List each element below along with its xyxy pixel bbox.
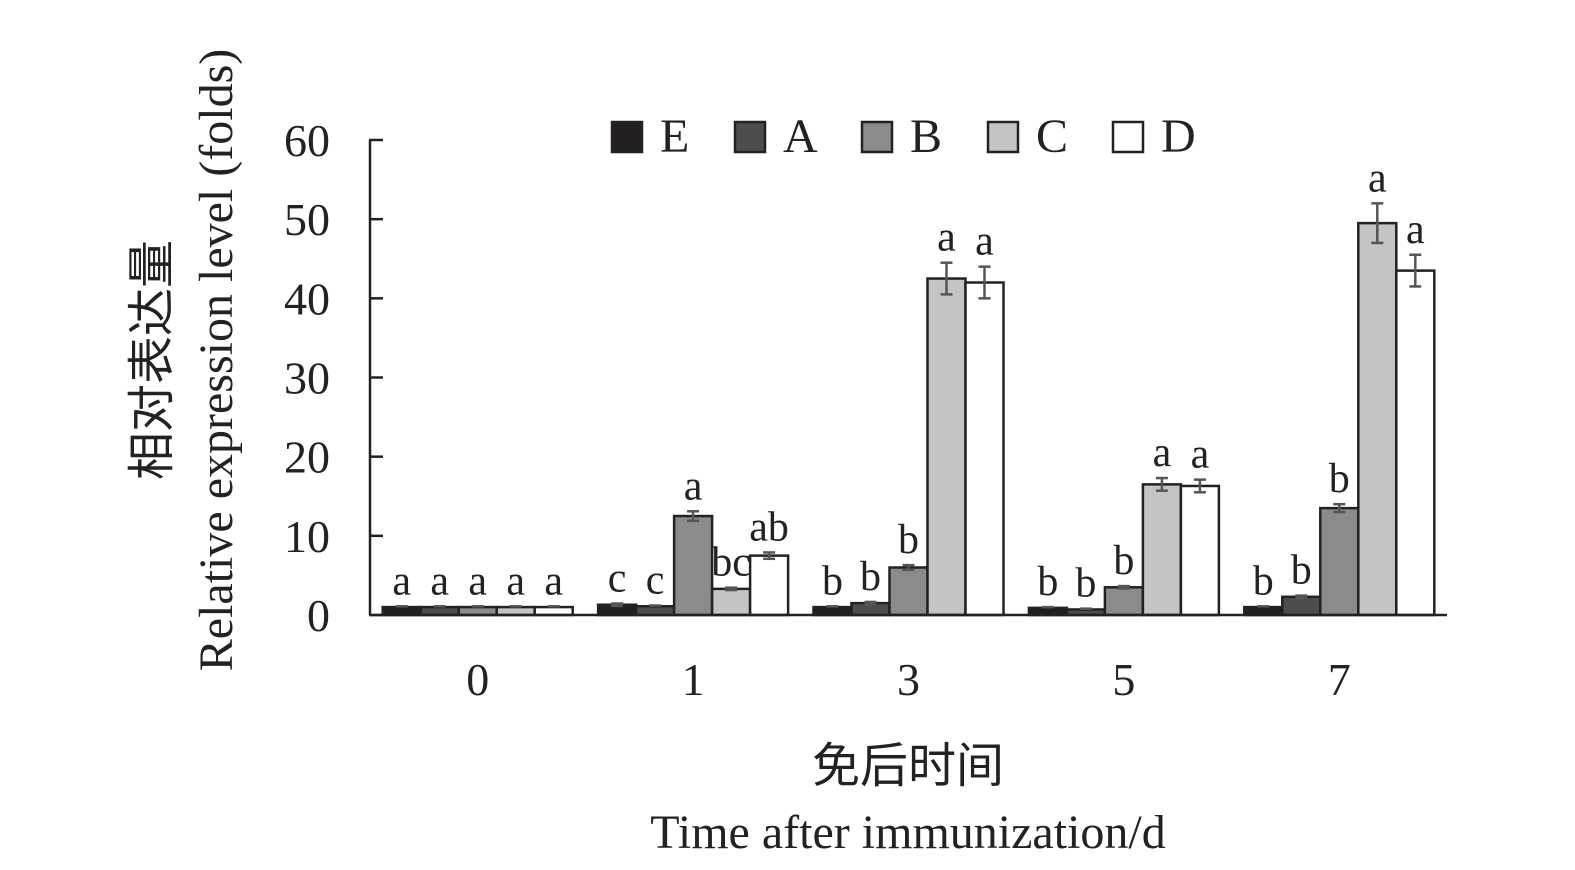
x-axis: 0 1 3 5 7 xyxy=(370,613,1447,705)
legend-label-a: A xyxy=(783,110,818,163)
significance-letter: b xyxy=(1329,456,1350,502)
y-axis-title-cn: 相对表达量 xyxy=(126,240,179,480)
y-axis: 0 10 20 30 40 50 60 xyxy=(284,115,383,641)
significance-letter: a xyxy=(1153,430,1172,476)
bar-c xyxy=(1141,483,1183,617)
x-axis-title-cn: 免后时间 xyxy=(812,740,1004,793)
bar-c xyxy=(710,587,752,617)
bar-b xyxy=(672,514,714,617)
legend-label-e: E xyxy=(660,110,689,163)
significance-letter: c xyxy=(608,556,627,602)
x-tick-label: 3 xyxy=(897,654,920,705)
y-tick-label: 30 xyxy=(284,353,330,404)
legend-swatch-c xyxy=(986,120,1020,154)
bar-d xyxy=(1395,269,1436,617)
significance-letter: a xyxy=(506,558,525,604)
significance-letter: a xyxy=(1406,207,1425,253)
y-axis-title: 相对表达量 Relative expression level (folds) xyxy=(126,49,243,671)
y-tick-label: 60 xyxy=(284,115,330,166)
significance-letter: c xyxy=(646,558,665,604)
legend-label-c: C xyxy=(1036,110,1068,163)
significance-letter: b xyxy=(822,558,843,604)
significance-letter: bc xyxy=(711,540,751,586)
legend-swatch-b xyxy=(860,120,894,154)
x-tick-label: 1 xyxy=(682,654,705,705)
legend-label-b: B xyxy=(910,110,942,163)
legend-swatch-d xyxy=(1111,120,1145,154)
bar-b xyxy=(1319,506,1360,617)
x-axis-title-en: Time after immunization/d xyxy=(650,806,1165,859)
significance-letter: b xyxy=(1253,558,1274,604)
bar-c xyxy=(926,277,967,617)
significance-letter: b xyxy=(1113,538,1134,584)
significance-letter: b xyxy=(1075,561,1096,607)
y-tick-label: 20 xyxy=(284,432,330,483)
significance-letter: a xyxy=(468,558,487,604)
significance-letter: b xyxy=(860,554,881,600)
bar-a xyxy=(634,605,676,617)
significance-letter: b xyxy=(898,517,919,563)
bar-c xyxy=(1357,221,1398,617)
significance-letter: a xyxy=(975,219,994,265)
y-tick-label: 40 xyxy=(284,273,330,324)
x-tick-label: 0 xyxy=(466,654,489,705)
significance-letter: b xyxy=(1037,559,1058,605)
significance-letter: a xyxy=(1191,432,1210,478)
x-axis-title: 免后时间 Time after immunization/d xyxy=(650,740,1165,859)
significance-letter: a xyxy=(684,463,703,509)
significance-letter: b xyxy=(1291,548,1312,594)
bar-b xyxy=(888,566,929,617)
bar-b xyxy=(1103,586,1145,617)
legend-swatch-e xyxy=(610,120,644,154)
significance-letter: a xyxy=(430,558,449,604)
bar-d xyxy=(748,554,790,617)
bar-a xyxy=(1281,595,1322,617)
y-tick-label: 0 xyxy=(307,590,330,641)
legend-label-d: D xyxy=(1161,110,1196,163)
significance-letter: a xyxy=(937,215,956,261)
significance-letter: a xyxy=(1368,155,1387,201)
y-tick-label: 10 xyxy=(284,511,330,562)
legend-swatch-a xyxy=(733,120,767,154)
bar-d xyxy=(964,281,1005,617)
x-tick-label: 7 xyxy=(1328,654,1351,705)
x-tick-label: 5 xyxy=(1112,654,1135,705)
significance-letter: a xyxy=(544,558,563,604)
bar-d xyxy=(1179,484,1221,617)
y-tick-label: 50 xyxy=(284,194,330,245)
significance-letter: a xyxy=(392,558,411,604)
y-axis-title-en: Relative expression level (folds) xyxy=(190,49,243,671)
significance-letter: ab xyxy=(749,504,789,550)
